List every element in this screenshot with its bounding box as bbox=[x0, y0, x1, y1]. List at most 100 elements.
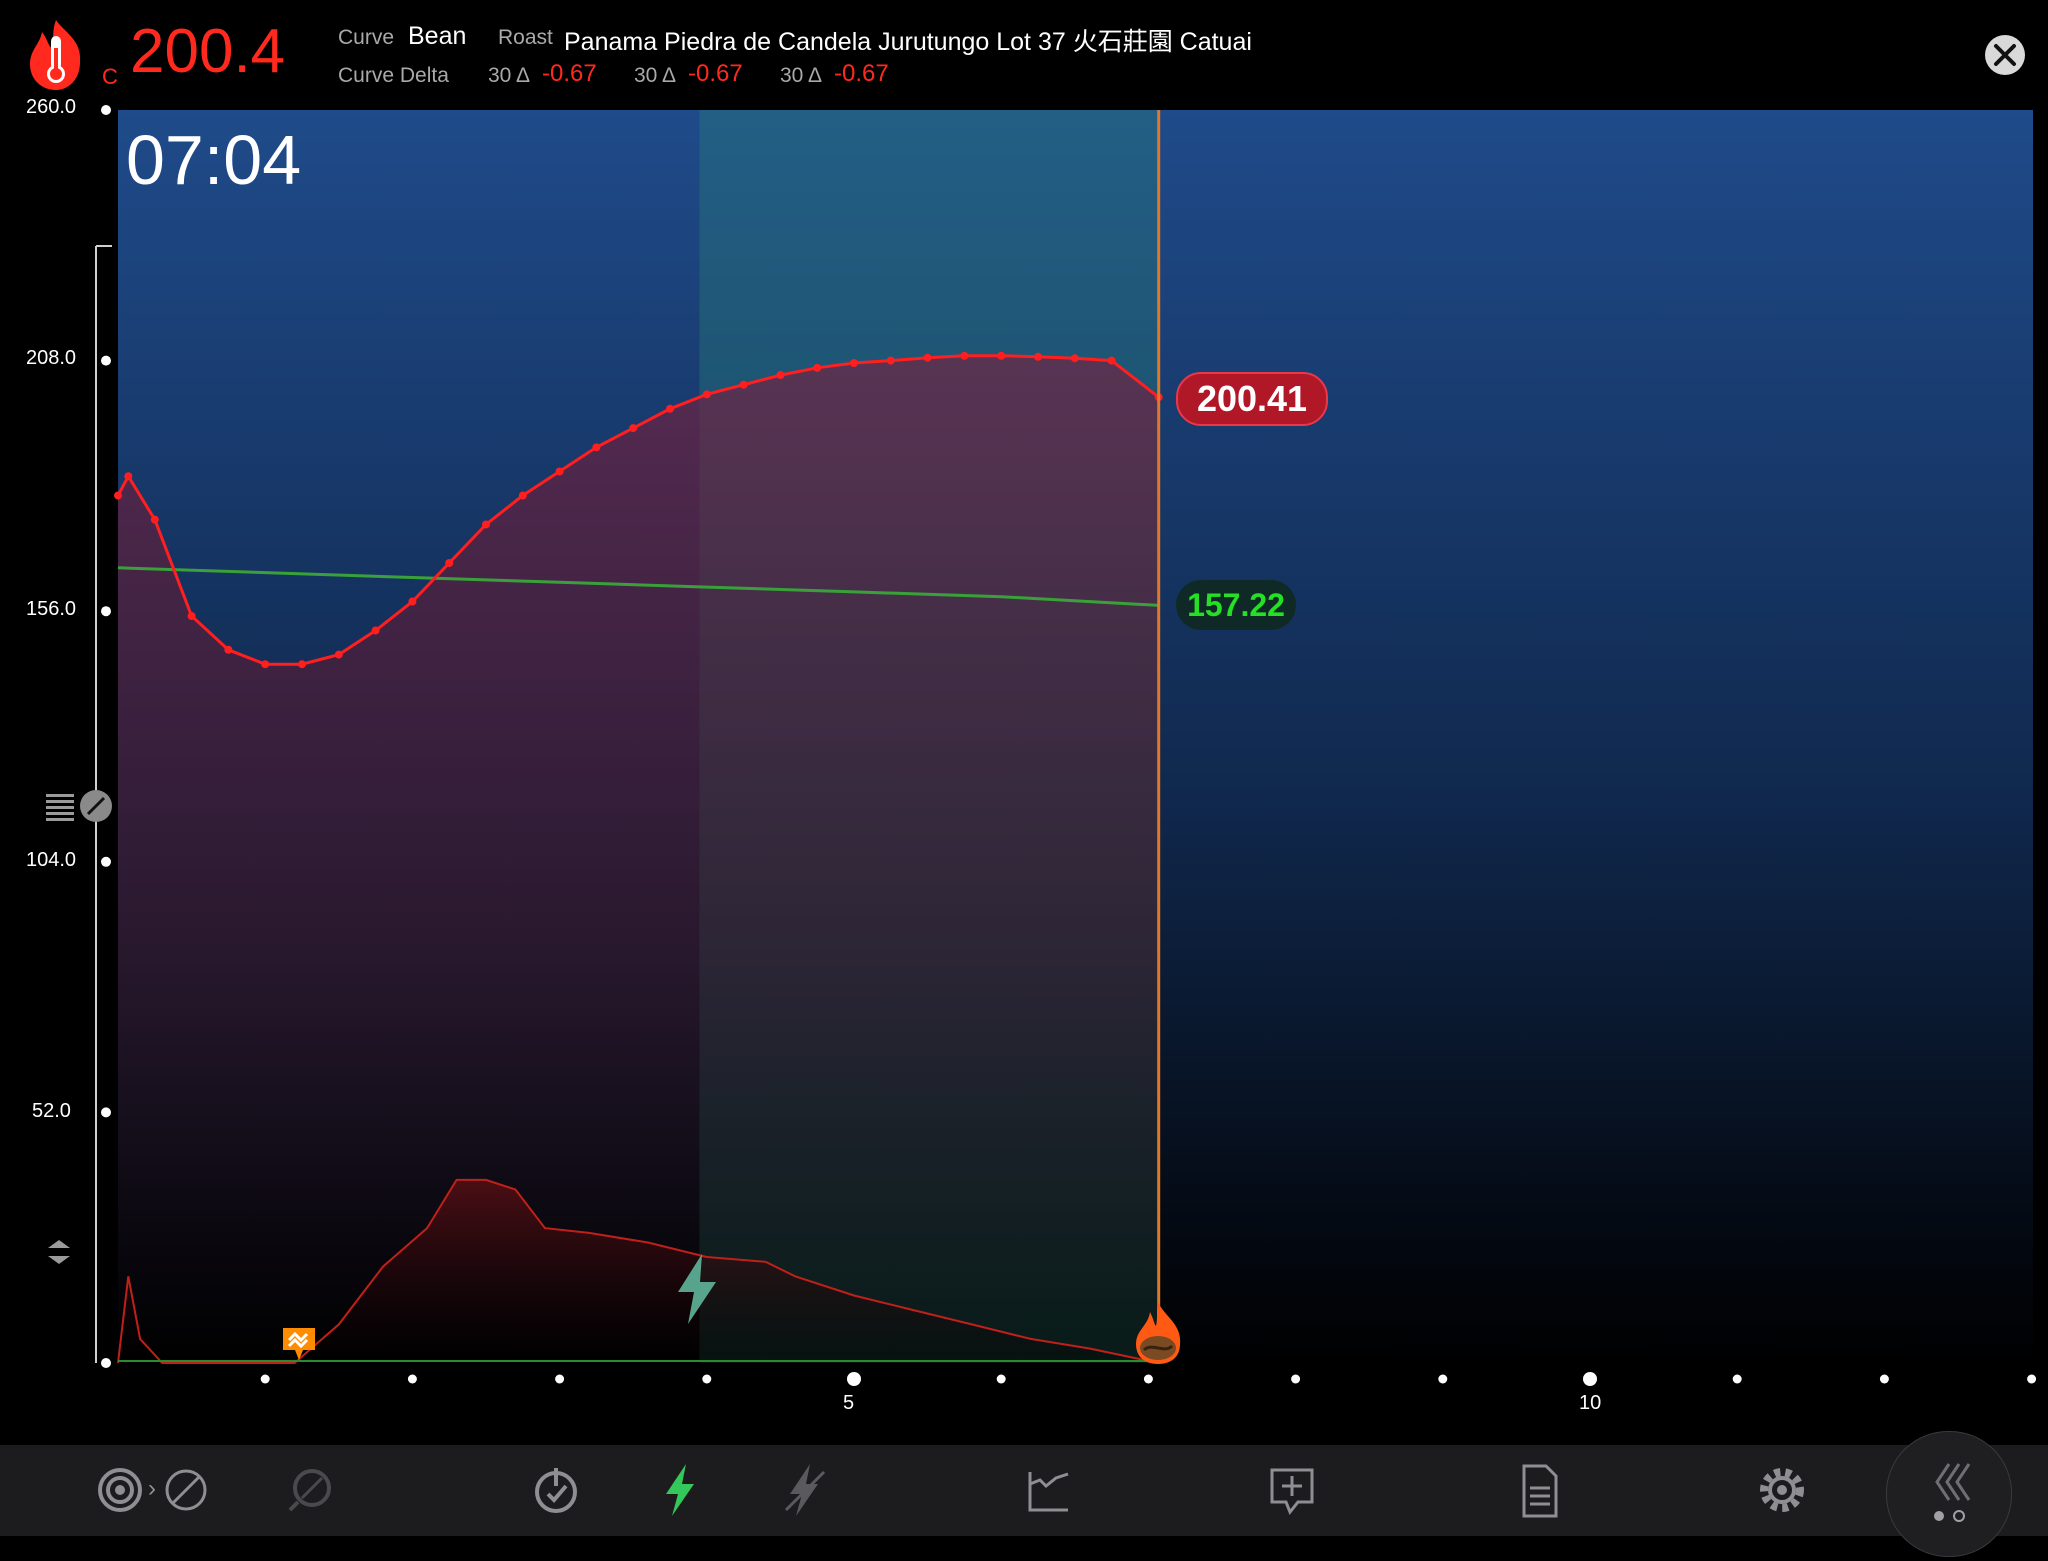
roast-value[interactable]: Panama Piedra de Candela Jurutungo Lot 3… bbox=[564, 28, 1252, 56]
bean-temp-point bbox=[850, 359, 858, 368]
close-icon[interactable] bbox=[1984, 34, 2026, 76]
ror-line bbox=[117, 1178, 1159, 1364]
curve-value[interactable]: Bean bbox=[408, 22, 467, 50]
x-tick-label: 5 bbox=[843, 1392, 855, 1414]
x-tick-dot bbox=[1732, 1374, 1742, 1384]
x-tick-dot bbox=[1438, 1374, 1448, 1384]
scale-knob-icon[interactable] bbox=[80, 790, 112, 822]
target-icon[interactable] bbox=[88, 1460, 152, 1520]
bean-temp-point bbox=[1070, 354, 1079, 363]
bottom-toolbar: › bbox=[0, 1431, 2048, 1557]
curve-label: Curve bbox=[338, 26, 395, 49]
flame-thermometer-icon bbox=[24, 18, 88, 92]
delta-prefix: 30 Δ bbox=[488, 64, 531, 87]
bolt-off-icon[interactable] bbox=[772, 1460, 836, 1520]
x-tick-dot bbox=[555, 1374, 565, 1384]
x-tick-dot bbox=[260, 1374, 270, 1384]
x-tick-dot bbox=[407, 1374, 417, 1384]
bean-temp-point bbox=[776, 371, 785, 380]
temp-unit: C bbox=[102, 64, 118, 89]
bean-temp-point bbox=[518, 491, 527, 500]
bean-temp-point bbox=[666, 404, 674, 413]
y-tick-label: 52.0 bbox=[32, 1100, 71, 1122]
list-icon[interactable] bbox=[46, 794, 74, 821]
add-comment-icon[interactable] bbox=[1260, 1460, 1324, 1520]
y-tick-label: 260.0 bbox=[26, 96, 77, 118]
probe-icon[interactable] bbox=[278, 1460, 342, 1520]
bean-temp-line bbox=[116, 354, 1160, 666]
delta-value: -0.67 bbox=[688, 60, 743, 87]
bean-temp-point bbox=[150, 515, 159, 524]
drop-flame-bean-icon[interactable] bbox=[1130, 1300, 1186, 1366]
elapsed-timer: 07:04 bbox=[126, 121, 302, 199]
bean-temp-point bbox=[1107, 356, 1116, 365]
bean-temp-point bbox=[702, 390, 711, 399]
y-tick-dot bbox=[101, 606, 111, 617]
bean-temp-point bbox=[960, 351, 969, 360]
delta-prefix: 30 Δ bbox=[634, 64, 677, 87]
x-tick-dot bbox=[702, 1374, 712, 1384]
y-tick-dot bbox=[101, 856, 111, 867]
y-tick-label: 208.0 bbox=[26, 347, 77, 369]
expand-vertical-icon[interactable] bbox=[48, 1240, 70, 1264]
delta-value: -0.67 bbox=[542, 60, 597, 87]
document-icon[interactable] bbox=[1506, 1460, 1570, 1520]
current-temp: 200.4 bbox=[130, 17, 286, 86]
x-tick-dot bbox=[847, 1372, 861, 1386]
x-tick-dot bbox=[996, 1374, 1006, 1384]
curve-delta-label: Curve Delta bbox=[338, 64, 449, 87]
y-tick-dot bbox=[101, 1107, 111, 1118]
charge-marker-icon[interactable] bbox=[279, 1324, 319, 1364]
bean-temp-value: 200.41 bbox=[1196, 378, 1308, 419]
y-tick-label: 156.0 bbox=[26, 598, 77, 620]
disable-icon[interactable] bbox=[154, 1460, 218, 1520]
x-tick-dot bbox=[2027, 1374, 2037, 1384]
bean-temp-point bbox=[445, 559, 454, 568]
bean-temp-point bbox=[555, 467, 564, 476]
bean-temp-point bbox=[371, 626, 380, 635]
first-crack-bolt-icon[interactable] bbox=[672, 1254, 720, 1324]
x-tick-dot bbox=[1879, 1374, 1889, 1384]
bean-temp-point bbox=[124, 472, 133, 481]
x-tick-dot bbox=[1291, 1374, 1301, 1384]
bean-temp-badge: 200.41 bbox=[1176, 372, 1328, 426]
bean-temp-point bbox=[114, 491, 122, 500]
bean-temp-area bbox=[118, 355, 1159, 1363]
chart-curve-icon[interactable] bbox=[1016, 1460, 1080, 1520]
y-tick-dot bbox=[101, 355, 111, 366]
bean-temp-point bbox=[334, 650, 343, 659]
bean-temp-point bbox=[629, 424, 638, 433]
roast-chart[interactable] bbox=[0, 0, 2048, 1445]
bean-temp-point bbox=[408, 597, 417, 606]
ror-area bbox=[118, 1179, 1159, 1363]
bean-temp-point bbox=[923, 353, 932, 362]
y-tick-label: 104.0 bbox=[26, 849, 77, 871]
collapse-button[interactable] bbox=[1886, 1431, 2012, 1557]
env-temp-line bbox=[117, 566, 1159, 607]
bean-temp-point bbox=[739, 380, 748, 389]
x-tick-dot bbox=[1143, 1374, 1153, 1384]
env-temp-value: 157.22 bbox=[1187, 587, 1285, 623]
bean-temp-point bbox=[1034, 352, 1042, 361]
bolt-icon[interactable] bbox=[648, 1460, 712, 1520]
x-tick-dot bbox=[1583, 1372, 1597, 1386]
x-tick-label: 10 bbox=[1579, 1392, 1602, 1414]
delta-prefix: 30 Δ bbox=[780, 64, 823, 87]
env-temp-badge: 157.22 bbox=[1176, 580, 1296, 630]
bean-temp-point bbox=[187, 612, 196, 621]
chevron-right-icon: › bbox=[148, 1475, 156, 1502]
y-tick-dot bbox=[101, 1358, 111, 1368]
collapse-icon bbox=[1934, 1463, 1971, 1522]
bean-temp-point bbox=[813, 363, 822, 372]
delta-value: -0.67 bbox=[834, 60, 889, 87]
bean-temp-point bbox=[224, 645, 233, 654]
header-bar: C 200.4 Curve Bean Roast Panama Piedra d… bbox=[0, 0, 2048, 110]
power-timer-icon[interactable] bbox=[524, 1460, 588, 1520]
bean-temp-point bbox=[261, 660, 270, 669]
y-tick-dot bbox=[101, 105, 111, 115]
bean-temp-point bbox=[298, 660, 306, 669]
bean-temp-point bbox=[997, 351, 1006, 360]
settings-gear-icon[interactable] bbox=[1750, 1460, 1814, 1520]
roast-label: Roast bbox=[498, 26, 553, 49]
bean-temp-point bbox=[592, 443, 601, 452]
